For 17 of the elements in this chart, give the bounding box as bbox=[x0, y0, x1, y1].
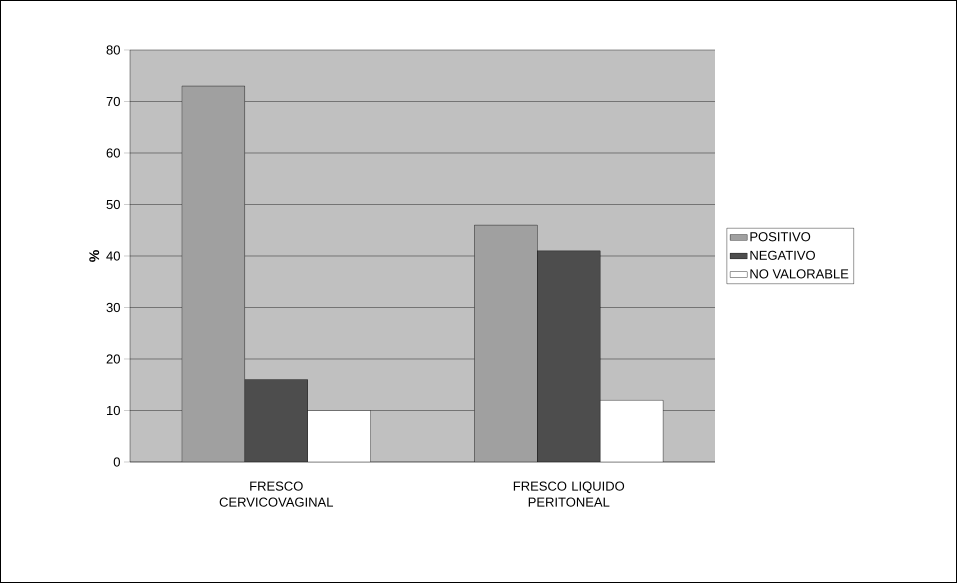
bar bbox=[537, 250, 600, 462]
legend-label: NO VALORABLE bbox=[750, 269, 848, 278]
legend-label: NEGATIVO bbox=[750, 250, 815, 260]
bar bbox=[244, 379, 308, 462]
x-tick-label: FRESCO LIQUIDO PERITONEAL bbox=[514, 482, 624, 507]
y-tick-label: 50 bbox=[106, 200, 120, 210]
y-tick-label: 80 bbox=[106, 45, 120, 55]
y-tick-label: 30 bbox=[106, 302, 120, 312]
y-axis-title: % bbox=[89, 250, 100, 262]
y-tick-label: 60 bbox=[106, 148, 120, 158]
y-tick-label: 40 bbox=[106, 251, 120, 261]
y-tick-label: 20 bbox=[106, 354, 120, 364]
y-tick-label: 10 bbox=[106, 406, 120, 416]
y-tick-label: 70 bbox=[106, 96, 120, 106]
legend-label: POSITIVO bbox=[750, 232, 810, 242]
y-tick-label: 0 bbox=[114, 457, 120, 467]
x-tick-label: FRESCO CERVICOVAGINAL bbox=[220, 482, 334, 507]
